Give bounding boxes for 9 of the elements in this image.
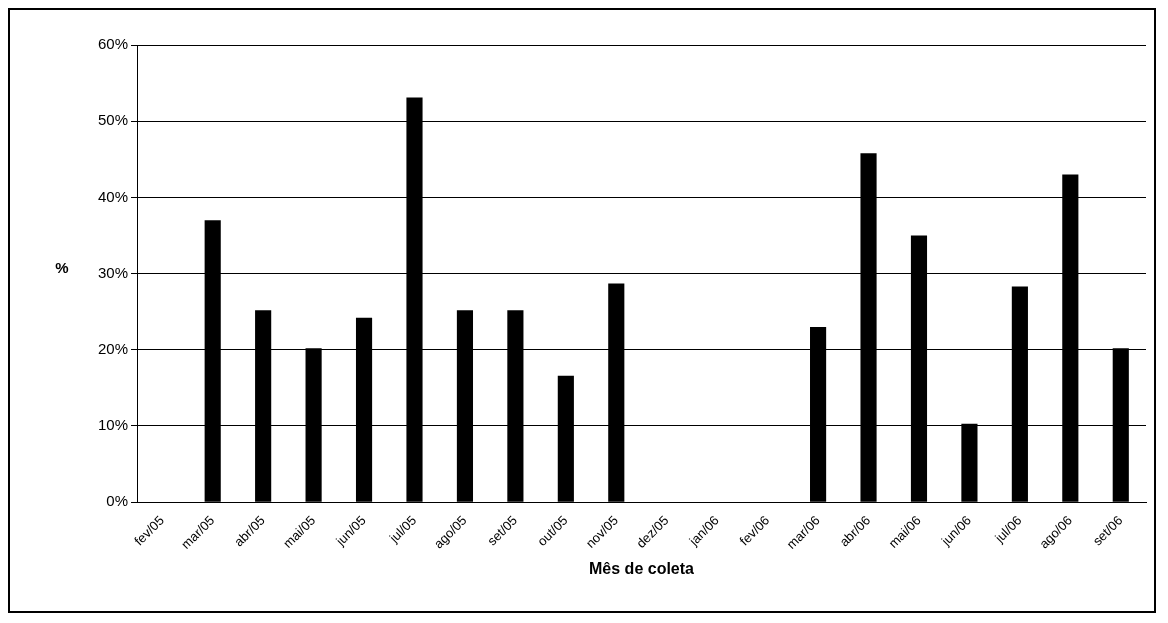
y-tick-label: 30% [97,263,129,281]
y-tick-label: 0% [106,492,129,510]
y-tick-label: 50% [97,111,129,129]
x-axis-title: Mês de coleta [589,559,695,577]
y-tick-label: 20% [97,339,129,357]
y-tick-label: 10% [97,416,129,434]
y-tick-label: 40% [97,187,129,205]
y-tick-label: 60% [97,35,129,53]
y-axis-title: % [55,258,69,276]
